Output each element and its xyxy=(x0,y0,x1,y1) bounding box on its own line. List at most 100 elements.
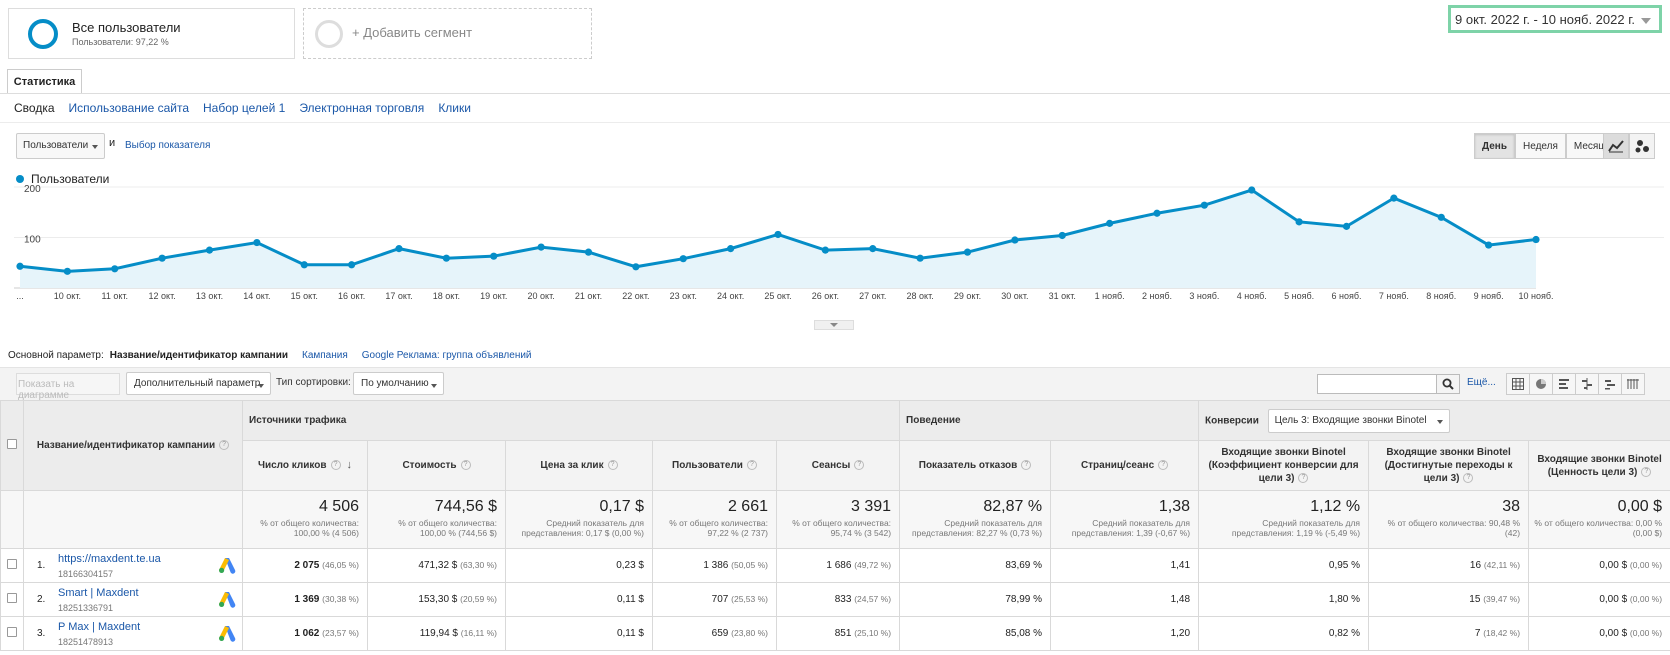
total-note: % от общего количества: 95,74 % (3 542) xyxy=(792,518,892,538)
row-index: 1. xyxy=(37,560,46,571)
column-header-label: Пользователи xyxy=(672,460,743,471)
column-header-9[interactable]: Входящие звонки Binotel (Ценность цели 3… xyxy=(1528,440,1670,491)
table-search-button[interactable] xyxy=(1436,374,1460,394)
view-pivot-button[interactable] xyxy=(1621,373,1645,395)
dimension-header-label: Название/идентификатор кампании xyxy=(36,440,216,451)
goal-select-value: Цель 3: Входящие звонки Binotel xyxy=(1274,414,1427,426)
x-tick-label: 30 окт. xyxy=(1001,291,1028,301)
add-segment-button[interactable]: + Добавить сегмент xyxy=(303,8,592,59)
metric-cell-2: 0,11 $ xyxy=(505,616,653,651)
column-header-7[interactable]: Входящие звонки Binotel (Коэффициент кон… xyxy=(1198,440,1370,491)
column-header-5[interactable]: Показатель отказов? xyxy=(899,440,1052,491)
column-header-1[interactable]: Стоимость? xyxy=(367,440,506,491)
advanced-filter-link[interactable]: Ещё... xyxy=(1467,377,1496,388)
campaign-id: 18251478913 xyxy=(58,637,114,647)
metric-share: (24,57 %) xyxy=(854,594,892,604)
metric-cell-4: 833 (24,57 %) xyxy=(775,582,901,617)
column-header-2[interactable]: Цена за клик? xyxy=(505,440,653,491)
metric-value: 85,08 % xyxy=(1005,628,1043,639)
period-day-button[interactable]: День xyxy=(1474,133,1515,159)
primary-dimension-campaign[interactable]: Кампания xyxy=(302,350,348,361)
period-week-button[interactable]: Неделя xyxy=(1515,133,1566,159)
plot-rows-button[interactable]: Показать на диаграмме xyxy=(16,373,120,401)
metric-cell-6: 1,20 xyxy=(1050,616,1200,651)
x-tick-label: 6 нояб. xyxy=(1331,291,1361,301)
help-icon: ? xyxy=(460,460,471,471)
metric-cell-1: 471,32 $ (63,30 %) xyxy=(367,548,506,583)
metric-value: 15 xyxy=(1469,594,1481,605)
subtab-0[interactable]: Сводка xyxy=(14,101,55,115)
search-icon xyxy=(1442,378,1454,390)
segment-subtitle: Пользователи: 97,22 % xyxy=(72,37,169,47)
subtab-2[interactable]: Набор целей 1 xyxy=(203,101,286,115)
metric-cell-4: 851 (25,10 %) xyxy=(775,616,901,651)
group-behavior: Поведение xyxy=(899,400,1200,441)
x-tick-label: 21 окт. xyxy=(575,291,602,301)
date-range-picker[interactable]: 9 окт. 2022 г. - 10 нояб. 2022 г. xyxy=(1448,5,1662,33)
data-point xyxy=(1153,209,1161,217)
total-value: 1,38 xyxy=(1158,498,1191,515)
subtab-1[interactable]: Использование сайта xyxy=(68,101,190,115)
goal-select[interactable]: Цель 3: Входящие звонки Binotel xyxy=(1267,408,1450,433)
column-header-0[interactable]: Число кликов? ↓ xyxy=(242,440,368,491)
table-search-input[interactable] xyxy=(1317,374,1437,394)
data-point xyxy=(16,262,24,270)
view-comparison-button[interactable] xyxy=(1575,373,1599,395)
view-performance-button[interactable] xyxy=(1552,373,1576,395)
campaign-link[interactable]: P Max | Maxdent xyxy=(58,621,141,633)
x-tick-label: 17 окт. xyxy=(385,291,412,301)
metric-value: 1 386 xyxy=(703,560,729,571)
column-header-4[interactable]: Сеансы? xyxy=(775,440,901,491)
secondary-dimension-select[interactable]: Дополнительный параметр xyxy=(126,372,271,395)
motion-chart-button[interactable] xyxy=(1629,133,1655,159)
data-point xyxy=(963,248,972,256)
metric-value: 1,80 % xyxy=(1328,594,1361,605)
help-icon: ? xyxy=(854,460,865,471)
select-metric-link[interactable]: Выбор показателя xyxy=(125,140,211,151)
metric-value: 0,00 $ xyxy=(1599,628,1628,639)
metric-value: 1 686 xyxy=(826,560,852,571)
sort-desc-icon: ↓ xyxy=(346,459,353,471)
dimension-header[interactable]: Название/идентификатор кампании? xyxy=(23,400,243,491)
data-point xyxy=(1295,218,1303,226)
x-tick-label: 23 окт. xyxy=(670,291,697,301)
column-header-3[interactable]: Пользователи? xyxy=(652,440,777,491)
line-chart-icon xyxy=(1608,140,1624,153)
help-icon: ? xyxy=(1158,460,1169,471)
view-term-cloud-button[interactable] xyxy=(1598,373,1622,395)
help-icon: ? xyxy=(1641,466,1652,477)
data-point xyxy=(537,243,545,251)
row-checkbox[interactable] xyxy=(7,593,17,603)
row-checkbox[interactable] xyxy=(7,559,17,569)
data-point xyxy=(584,248,593,256)
row-checkbox[interactable] xyxy=(7,627,17,637)
metric-cell-2: 0,23 $ xyxy=(505,548,653,583)
data-point xyxy=(253,238,261,247)
campaign-link[interactable]: https://maxdent.te.ua xyxy=(58,553,161,565)
metric-value: 153,30 $ xyxy=(418,594,458,605)
users-line-chart: 100 200... 10 окт. 11 окт. 12 окт. 13 окт. 14 … xyxy=(14,185,1664,301)
primary-dimension-adgroup[interactable]: Google Реклама: группа объявлений xyxy=(361,350,532,361)
column-header-6[interactable]: Страниц/сеанс? xyxy=(1050,440,1200,491)
data-point xyxy=(490,252,498,260)
line-chart-button[interactable] xyxy=(1603,133,1629,159)
metric-select[interactable]: Пользователи xyxy=(16,133,105,159)
campaign-link[interactable]: Smart | Maxdent xyxy=(58,587,139,599)
metric-share: (0,00 %) xyxy=(1629,594,1663,604)
subtab-4[interactable]: Клики xyxy=(438,101,471,115)
tab-statistics[interactable]: Статистика xyxy=(7,69,82,94)
chart-resize-handle[interactable] xyxy=(814,320,854,330)
segment-title: Все пользователи xyxy=(72,20,181,35)
column-header-8[interactable]: Входящие звонки Binotel (Достигнутые пер… xyxy=(1368,440,1530,491)
segment-all-users[interactable]: Все пользователи Пользователи: 97,22 % xyxy=(8,8,295,59)
data-point xyxy=(869,245,877,253)
view-pie-button[interactable] xyxy=(1529,373,1553,395)
total-cell-3: 2 661 % от общего количества: 97,22 % (2 … xyxy=(652,490,777,549)
sort-type-select[interactable]: По умолчанию xyxy=(353,372,444,395)
select-all-checkbox[interactable] xyxy=(7,439,17,449)
subtab-3[interactable]: Электронная торговля xyxy=(299,101,425,115)
metric-value: 78,99 % xyxy=(1005,594,1043,605)
x-tick-label: 25 окт. xyxy=(764,291,791,301)
view-data-table-button[interactable] xyxy=(1506,373,1530,395)
metric-cell-9: 0,00 $ (0,00 %) xyxy=(1528,582,1670,617)
